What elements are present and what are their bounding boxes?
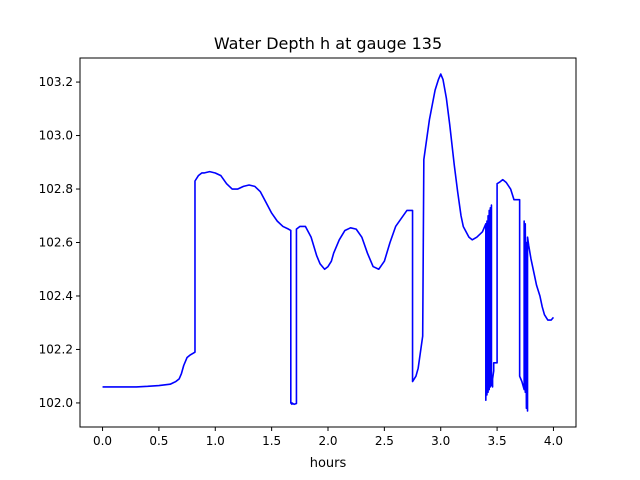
y-tick-label: 103.0 [39,129,73,143]
y-tick-label: 103.2 [39,75,73,89]
plot-area: 0.0 0.5 1.0 1.5 2.0 2.5 3.0 3.5 4.0 102.0 102.2 102… [39,57,577,448]
series-line-0 [102,73,555,412]
x-tick-label: 0.5 [149,434,168,448]
y-tick-label: 102.4 [39,289,73,303]
x-tick-label: 4.0 [544,434,563,448]
y-tick-label: 102.8 [39,182,73,196]
x-tick-label: 3.5 [488,434,507,448]
x-tick-label: 2.5 [375,434,394,448]
x-tick-label: 1.0 [206,434,225,448]
x-tick-label: 2.0 [318,434,337,448]
y-tick-label: 102.2 [39,342,73,356]
y-tick-label: 102.6 [39,236,73,250]
x-axis-label: hours [310,456,347,471]
y-tick-label: 102.0 [39,396,73,410]
x-tick-label: 0.0 [93,434,112,448]
x-tick-label: 1.5 [262,434,281,448]
x-tick-label: 3.0 [431,434,450,448]
chart-title: Water Depth h at gauge 135 [214,34,442,53]
